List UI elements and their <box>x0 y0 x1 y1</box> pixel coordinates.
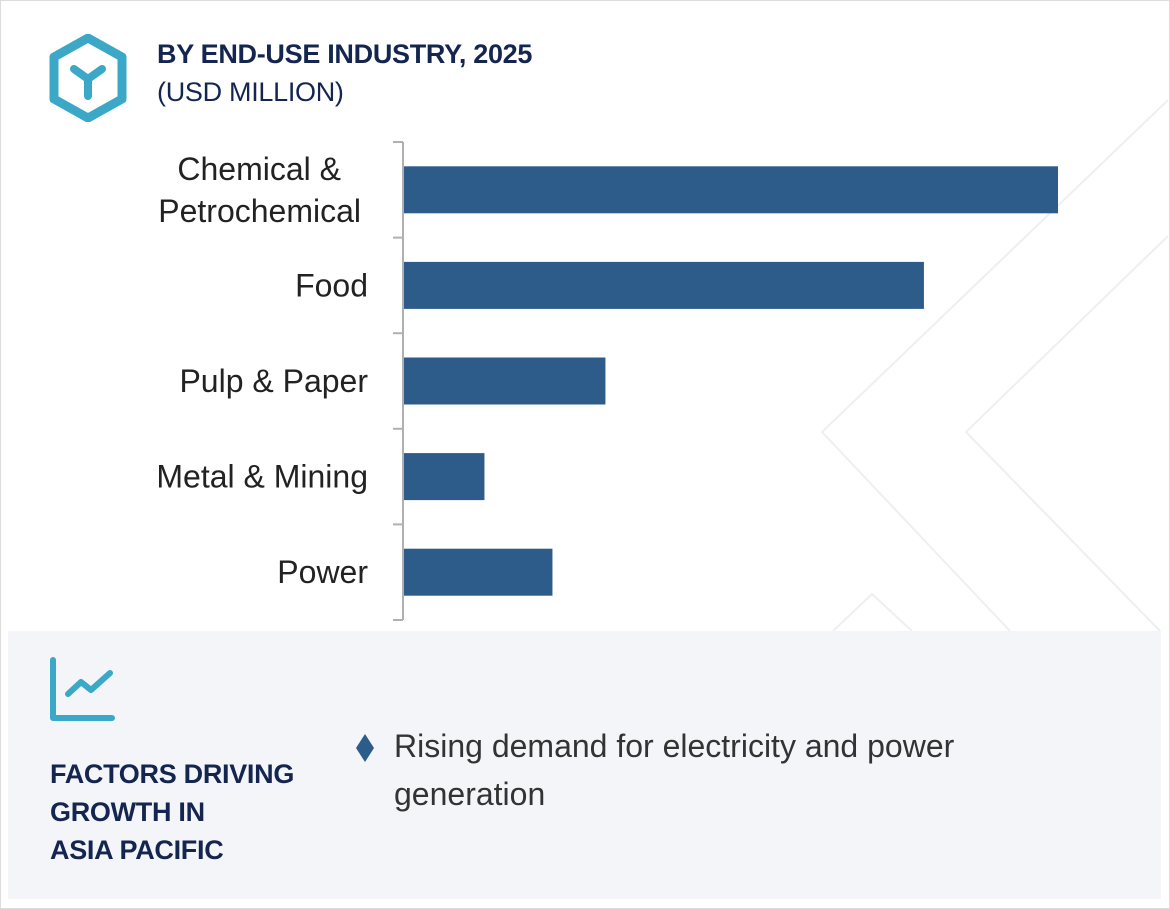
hexagon-y-logo-icon <box>49 34 127 122</box>
category-label-line: Metal & Mining <box>156 459 368 495</box>
factor-bullet-text: Rising demand for electricity and power … <box>394 728 955 812</box>
category-label-line: Power <box>277 554 368 590</box>
factor-bullet-item: Rising demand for electricity and power … <box>356 722 1034 818</box>
category-label: Power <box>277 554 368 590</box>
factors-heading-line: ASIA PACIFIC <box>50 835 224 865</box>
factors-heading: FACTORS DRIVING GROWTH IN ASIA PACIFIC <box>50 755 294 869</box>
trend-line-chart-icon <box>50 657 115 721</box>
category-label: Food <box>295 267 368 303</box>
category-label: Metal & Mining <box>156 459 368 495</box>
factors-heading-line: FACTORS DRIVING <box>50 759 295 789</box>
category-label-line: Petrochemical <box>158 193 361 229</box>
chart-title: BY END-USE INDUSTRY, 2025 <box>157 39 533 69</box>
category-label-line: Pulp & Paper <box>179 363 368 399</box>
bar-chart: Chemical & Petrochemical Food Pulp & Paper M… <box>156 141 1058 621</box>
category-label: Pulp & Paper <box>179 363 368 399</box>
bar-pulp-paper <box>404 357 606 405</box>
bar-power <box>404 548 553 596</box>
bar-food <box>404 261 924 309</box>
bar-chemical-petrochemical <box>404 166 1058 214</box>
category-label-line: Chemical & <box>177 151 341 187</box>
factors-panel <box>8 631 1161 899</box>
category-label-line: Food <box>295 267 368 303</box>
factors-heading-line: GROWTH IN <box>50 797 205 827</box>
bar-metal-mining <box>404 453 485 501</box>
category-label: Chemical & Petrochemical <box>158 151 361 229</box>
diamond-bullet-icon <box>356 734 374 762</box>
chart-subtitle: (USD MILLION) <box>157 77 344 107</box>
